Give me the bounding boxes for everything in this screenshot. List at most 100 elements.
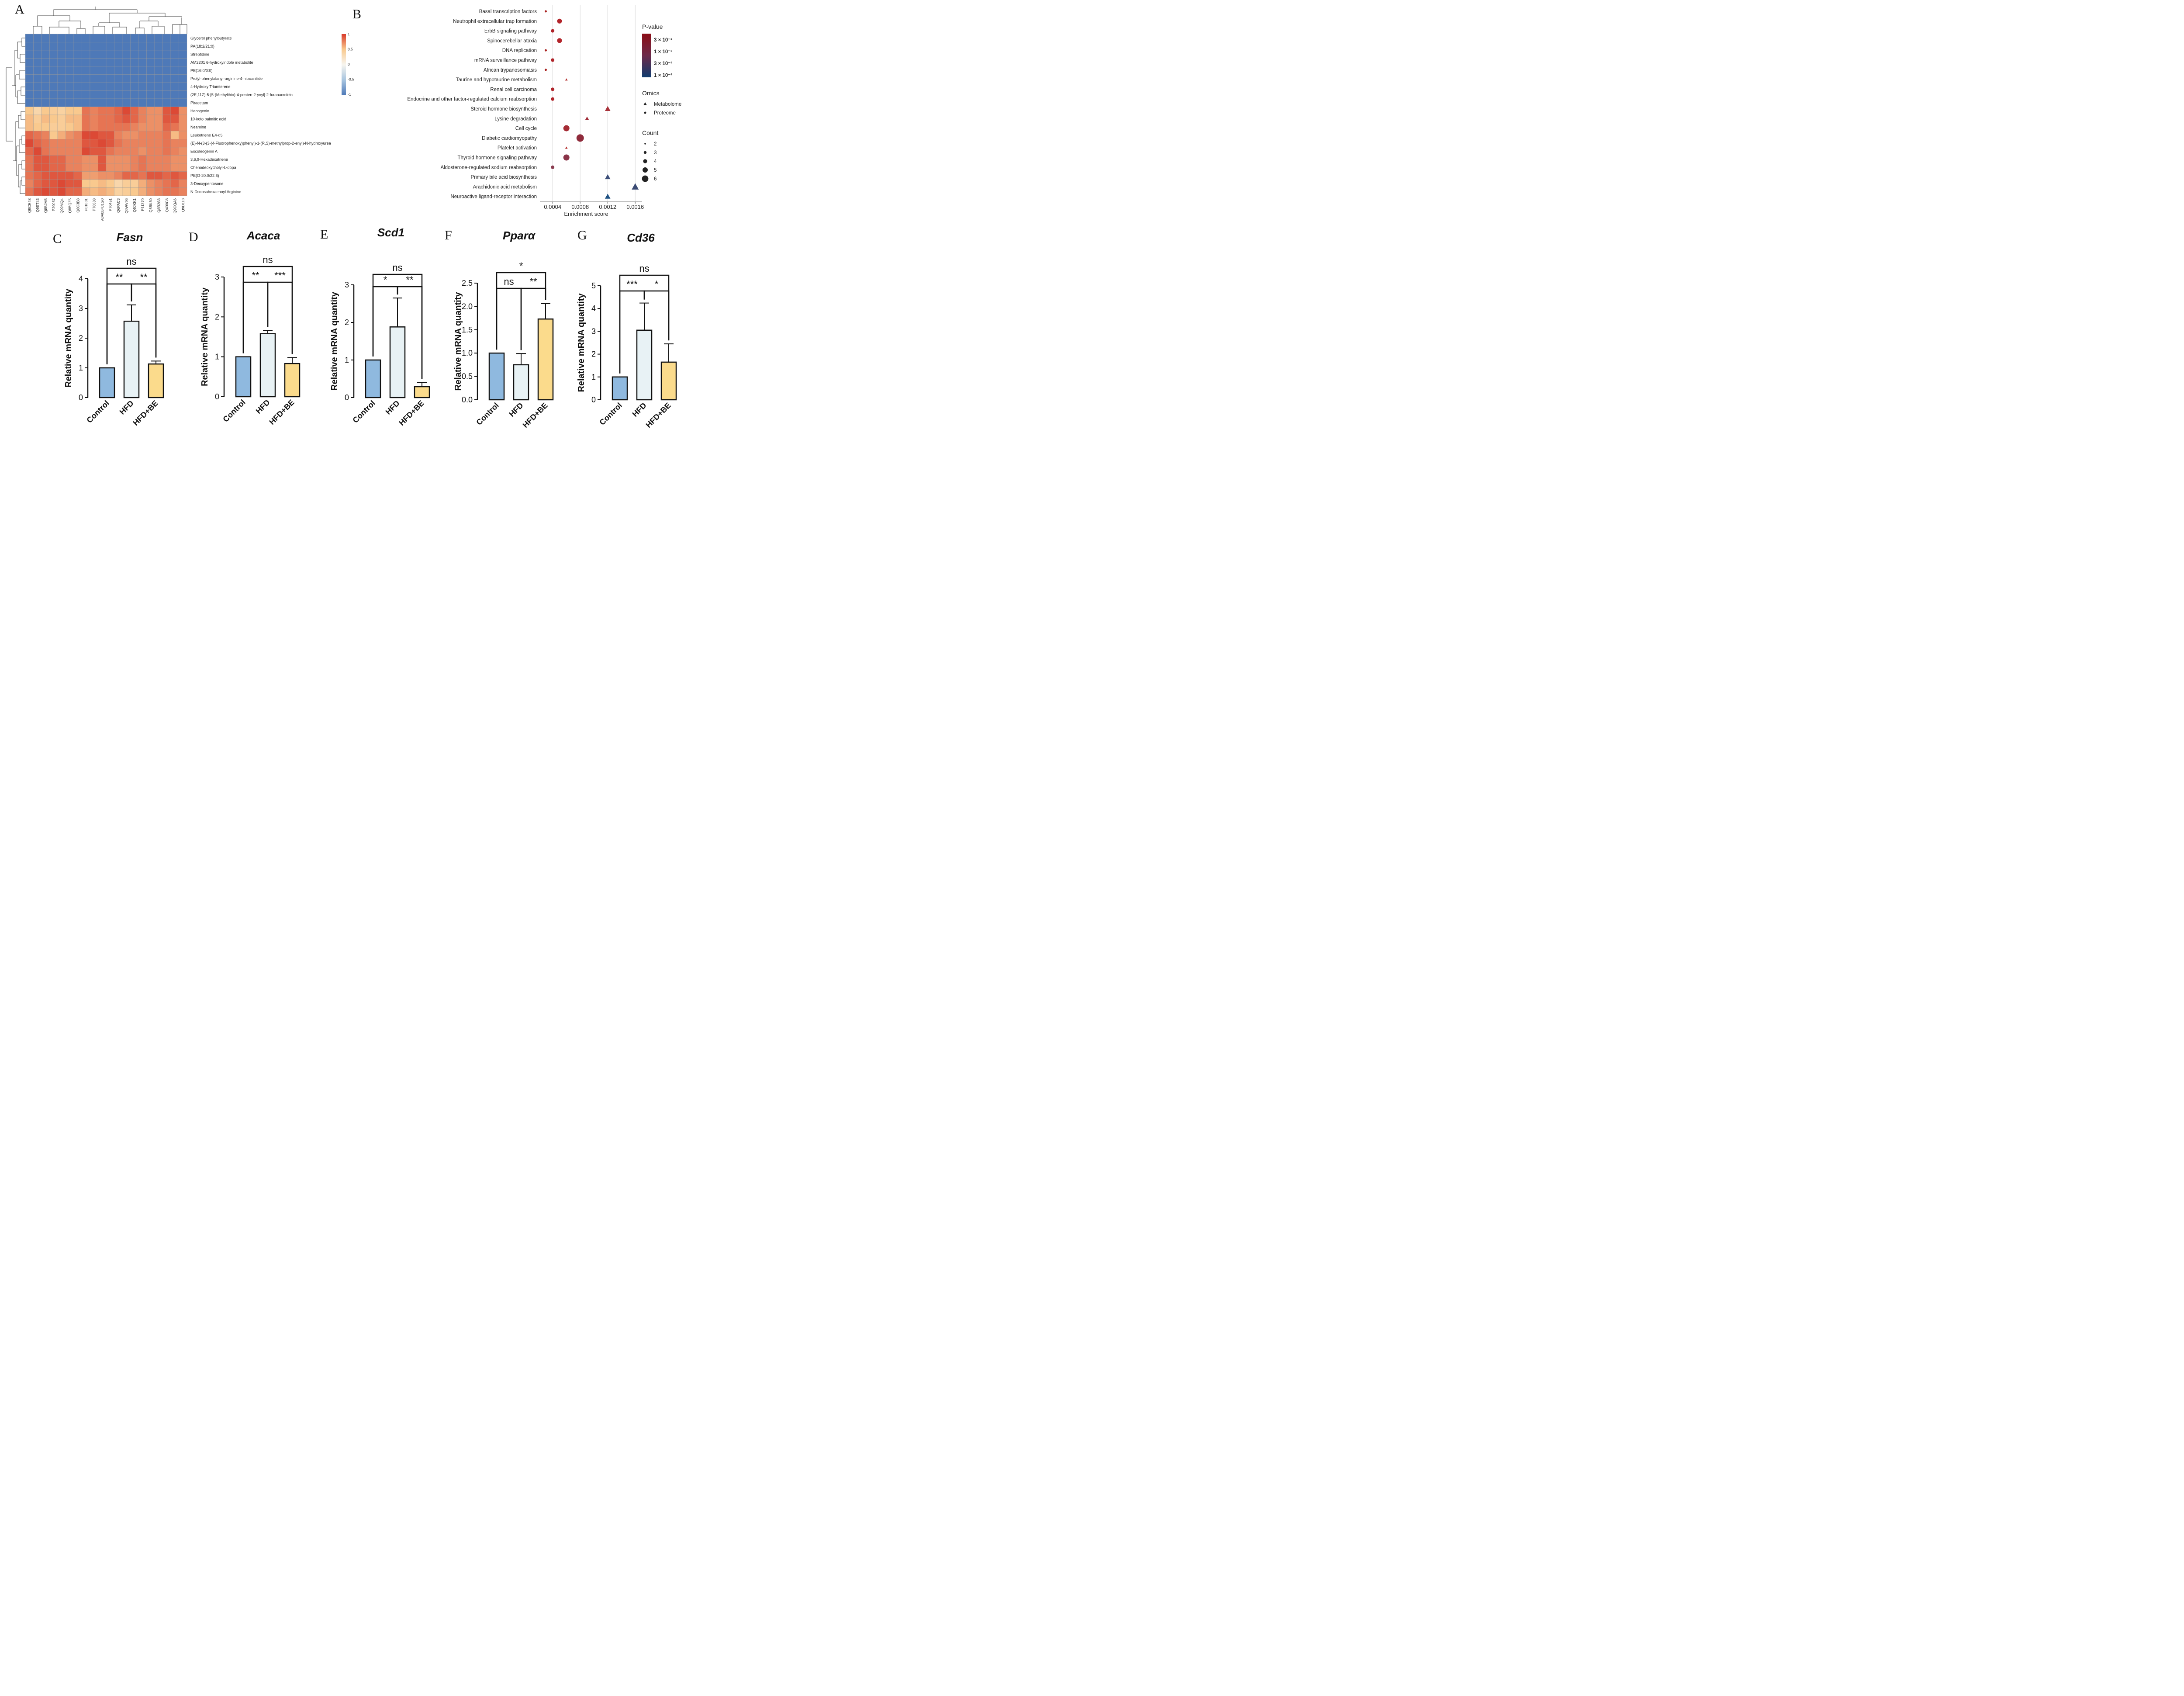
heatmap-cell <box>98 90 107 99</box>
heatmap-cell <box>122 50 131 59</box>
heatmap-cell <box>170 147 179 156</box>
y-tick-label: 0 <box>79 393 83 402</box>
y-axis-title: Relative mRNA quantity <box>453 292 463 391</box>
y-tick-label: 2 <box>345 318 349 327</box>
y-tick-label: 3 <box>591 327 596 336</box>
heatmap-cell <box>33 98 42 107</box>
heatmap-cell <box>122 187 131 196</box>
heatmap-cell <box>114 163 123 172</box>
heatmap-row-label: 3,6,9-Hexadecatriene <box>190 157 228 162</box>
bar-control <box>612 376 628 401</box>
y-tick-label: 4 <box>79 274 83 283</box>
heatmap-cell <box>106 42 114 51</box>
y-tick-label: 0 <box>345 393 349 402</box>
proteome-dot-point <box>544 49 547 52</box>
heatmap-cell <box>179 131 187 139</box>
y-axis-title: Relative mRNA quantity <box>64 288 73 388</box>
pvalue-legend-title: P-value <box>642 23 663 30</box>
heatmap-cell <box>90 34 98 42</box>
y-tick-label: 3 <box>215 273 219 281</box>
heatmap-cell <box>41 107 50 115</box>
heatmap-cell <box>90 147 98 156</box>
heatmap-cell <box>66 42 74 51</box>
heatmap-cell <box>57 42 66 51</box>
bar-hfd-be <box>414 386 430 398</box>
heatmap-cell <box>41 114 50 123</box>
y-tick-label: 1 <box>345 356 349 364</box>
heatmap-cell <box>49 50 58 59</box>
heatmap-cell <box>146 42 155 51</box>
heatmap-cell <box>162 147 171 156</box>
proteome-dot-point <box>576 134 584 142</box>
heatmap-cell <box>146 74 155 83</box>
heatmap-cell <box>82 90 90 99</box>
heatmap-cell <box>98 123 107 132</box>
heatmap-cell <box>130 179 139 188</box>
heatmap-cell <box>98 42 107 51</box>
heatmap-cell <box>106 123 114 132</box>
category-label: HFD <box>631 401 648 419</box>
heatmap-cell <box>114 114 123 123</box>
heatmap-cell <box>98 82 107 91</box>
heatmap-cell <box>162 187 171 196</box>
proteome-dot-point <box>551 58 555 62</box>
heatmap-cell <box>41 187 50 196</box>
pathway-label: mRNA surveillance pathway <box>474 58 537 63</box>
heatmap-cell <box>73 163 82 172</box>
heatmap-cell <box>98 50 107 59</box>
heatmap-cell <box>106 131 114 139</box>
heatmap-cell <box>162 58 171 67</box>
heatmap-cell <box>73 179 82 188</box>
heatmap-cell <box>114 187 123 196</box>
y-tick-label: 1.5 <box>462 325 473 334</box>
heatmap-cell <box>73 123 82 132</box>
y-tick-label: 1 <box>591 373 596 381</box>
metabolome-triangle-point <box>565 78 568 81</box>
heatmap-cell <box>41 171 50 180</box>
heatmap-cell <box>66 114 74 123</box>
heatmap-cell <box>98 114 107 123</box>
heatmap-cell <box>179 114 187 123</box>
heatmap-cell <box>170 82 179 91</box>
panel-label-d: D <box>189 230 198 244</box>
heatmap-cell <box>49 147 58 156</box>
heatmap-cell <box>57 131 66 139</box>
heatmap-cell <box>146 163 155 172</box>
heatmap-cell <box>162 34 171 42</box>
heatmap-cell <box>138 163 147 172</box>
heatmap-cell <box>154 131 163 139</box>
count-legend-label: 2 <box>654 142 657 147</box>
bar-chart-title: Pparα <box>503 229 536 242</box>
heatmap-cell <box>57 90 66 99</box>
y-axis-title: Relative mRNA quantity <box>577 293 586 392</box>
heatmap-cell <box>98 98 107 107</box>
heatmap-cell <box>138 74 147 83</box>
pathway-label: Cell cycle <box>515 126 537 132</box>
heatmap-row-label: Glycerol phenylbutyrate <box>190 36 232 40</box>
heatmap-cell <box>82 114 90 123</box>
heatmap-cell <box>49 34 58 42</box>
heatmap-column-label: P11370 <box>140 198 145 211</box>
heatmap-cell <box>98 171 107 180</box>
heatmap-cell <box>114 34 123 42</box>
heatmap-cell <box>146 82 155 91</box>
y-axis-title: Relative mRNA quantity <box>330 291 339 391</box>
heatmap-cell <box>66 187 74 196</box>
heatmap-cell <box>73 74 82 83</box>
heatmap-cell <box>66 131 74 139</box>
heatmap-cell <box>82 58 90 67</box>
heatmap-cell <box>41 42 50 51</box>
heatmap-cell <box>49 42 58 51</box>
y-tick-label: 0 <box>215 392 219 401</box>
heatmap-cell <box>154 98 163 107</box>
panel-label-a: A <box>15 2 24 17</box>
significance-bracket <box>242 266 293 354</box>
heatmap-row-label: PA(18:2/21:0) <box>190 44 214 48</box>
heatmap-column-label: Q8BJM5 <box>43 198 48 213</box>
heatmap-cell <box>179 187 187 196</box>
heatmap-cell <box>170 50 179 59</box>
pathway-label: Renal cell carcinoma <box>490 87 537 92</box>
heatmap-cell <box>98 139 107 148</box>
heatmap-cell <box>25 179 34 188</box>
heatmap-cell <box>57 50 66 59</box>
